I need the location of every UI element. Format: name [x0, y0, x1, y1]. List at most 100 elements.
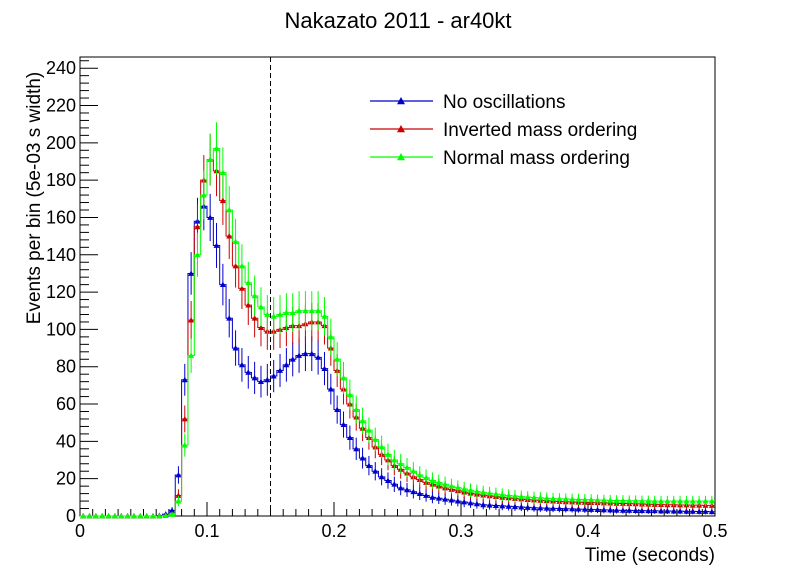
x-tick-label: 0.1 — [194, 521, 219, 541]
data-point — [442, 481, 449, 487]
data-point — [689, 508, 696, 514]
data-point — [518, 504, 525, 510]
data-point — [238, 262, 245, 269]
y-tick-label: 120 — [46, 282, 76, 302]
legend: No oscillations Inverted mass ordering Nor… — [370, 92, 637, 169]
data-point — [550, 495, 557, 502]
data-point — [378, 443, 385, 450]
data-point — [372, 436, 379, 442]
data-point — [480, 501, 487, 508]
data-point — [416, 471, 423, 478]
data-point — [359, 417, 366, 424]
data-point — [588, 506, 595, 512]
y-tick-label: 40 — [56, 431, 76, 451]
data-point — [207, 156, 214, 163]
data-point — [257, 324, 264, 330]
data-point — [181, 415, 188, 422]
data-point — [454, 484, 461, 491]
data-point — [461, 499, 468, 505]
data-point — [99, 513, 106, 519]
data-point — [696, 508, 703, 514]
data-point — [111, 513, 118, 519]
data-point — [435, 495, 442, 501]
series-line — [80, 147, 715, 517]
data-point — [219, 281, 226, 288]
data-point — [569, 505, 576, 512]
data-point — [651, 498, 658, 504]
chart-title: Nakazato 2011 - ar40kt — [284, 8, 511, 33]
data-point — [270, 313, 277, 319]
data-point — [118, 513, 125, 519]
data-point — [607, 497, 614, 503]
data-point — [188, 352, 195, 358]
data-point — [334, 356, 341, 362]
data-point — [511, 493, 518, 499]
data-point — [708, 498, 715, 504]
data-point — [651, 507, 658, 514]
data-point — [92, 513, 99, 519]
data-point — [238, 361, 245, 368]
data-point — [251, 374, 258, 381]
data-point — [397, 485, 404, 491]
data-point — [226, 233, 233, 239]
data-point — [321, 313, 328, 319]
data-point — [677, 498, 684, 504]
data-point — [575, 496, 582, 502]
y-tick-label: 240 — [46, 58, 76, 78]
data-point — [562, 505, 569, 512]
data-point — [194, 251, 201, 258]
data-point — [537, 494, 544, 501]
data-point — [232, 238, 239, 245]
data-point — [359, 455, 366, 461]
data-point — [467, 499, 474, 506]
data-point — [188, 317, 195, 323]
data-point — [378, 473, 385, 480]
data-point — [346, 434, 353, 441]
data-point — [270, 373, 277, 379]
series-layer — [80, 122, 715, 519]
data-point — [334, 406, 341, 413]
data-point — [188, 270, 195, 276]
data-point — [365, 462, 372, 469]
y-tick-label: 160 — [46, 207, 76, 227]
data-point — [696, 498, 703, 504]
data-point — [677, 508, 684, 514]
data-point — [257, 378, 264, 385]
data-point — [423, 492, 430, 498]
data-point — [302, 307, 309, 314]
data-point — [124, 513, 131, 519]
data-point — [315, 307, 322, 314]
data-point — [315, 354, 322, 360]
data-point — [264, 311, 271, 317]
legend-item: No oscillations — [370, 92, 566, 113]
x-tick-label: 0.2 — [321, 521, 346, 541]
data-point — [702, 508, 709, 514]
series-line — [80, 159, 715, 517]
axis-ticks: 0 0.1 0.2 0.3 0.4 0.5 0 20 40 60 80 100 120 140 160 180… — [46, 58, 728, 541]
data-point — [397, 460, 404, 467]
data-point — [454, 498, 461, 504]
data-point — [429, 494, 436, 500]
legend-swatch-marker — [397, 125, 405, 133]
legend-swatch-marker — [397, 97, 405, 105]
data-point — [638, 497, 645, 504]
data-point — [524, 494, 531, 500]
data-point — [219, 197, 226, 204]
data-point — [423, 474, 430, 481]
legend-swatch-marker — [397, 153, 405, 161]
data-point — [626, 497, 633, 504]
data-point — [308, 307, 315, 314]
data-point — [181, 442, 188, 448]
data-point — [264, 376, 271, 383]
data-point — [169, 507, 176, 513]
data-point — [327, 333, 334, 340]
data-point — [130, 513, 137, 519]
data-point — [232, 345, 239, 351]
data-point — [588, 496, 595, 503]
data-point — [86, 513, 93, 519]
x-axis-label: Time (seconds) — [585, 545, 715, 566]
x-tick-label: 0.5 — [702, 521, 727, 541]
data-point — [416, 490, 423, 497]
y-tick-label: 0 — [66, 506, 76, 526]
